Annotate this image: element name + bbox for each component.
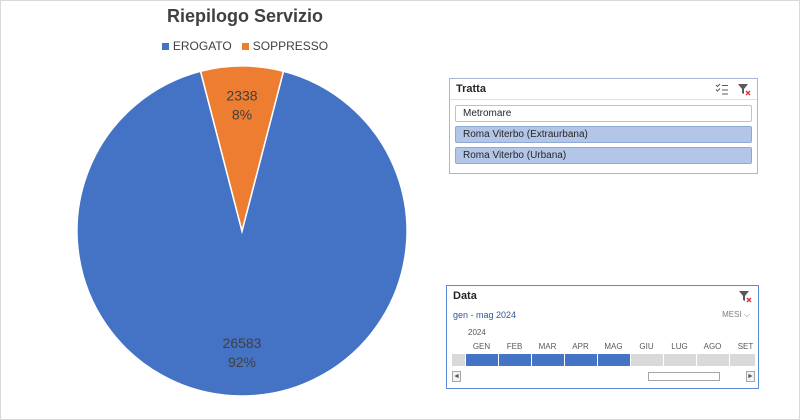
timeline-month-label-feb: FEB [506, 342, 523, 351]
legend-item-erogato: EROGATO [161, 39, 232, 53]
timeline-data-header: Data [447, 286, 758, 306]
pie-slice-soppresso [199, 65, 285, 234]
timeline-range-label: gen - mag 2024 [453, 310, 517, 320]
slicer-item-roma-viterbo-urbana[interactable]: Roma Viterbo (Urbana) [455, 147, 752, 164]
timeline-cell-giu[interactable] [631, 354, 664, 366]
slicer-tratta-list: Metromare Roma Viterbo (Extraurbana) Rom… [450, 100, 757, 164]
slicer-tratta: Tratta Metromare Roma Viterbo (Extraurba… [449, 78, 758, 174]
timeline-cell-mar[interactable] [532, 354, 565, 366]
chevron-down-icon: ⌵ [743, 310, 750, 319]
multi-select-icon[interactable] [715, 82, 729, 96]
clear-filter-icon[interactable] [737, 82, 751, 96]
chart-legend: EROGATO SOPPRESSO [0, 39, 490, 53]
pie-value-label-erogato: 26583 [223, 335, 262, 351]
timeline-data: Data gen - mag 2024 MESI ⌵ 2024 GEN FEB MA… [446, 285, 759, 389]
timeline-level-select[interactable]: MESI ⌵ [722, 310, 750, 320]
slicer-tratta-title: Tratta [456, 83, 486, 95]
legend-label-soppresso: SOPPRESSO [252, 39, 329, 53]
timeline-month-label-ago: AGO [703, 342, 722, 351]
clear-filter-icon[interactable] [738, 289, 752, 303]
slicer-tratta-header: Tratta [450, 79, 757, 100]
timeline-month-label-apr: APR [572, 342, 589, 351]
timeline-cell-mag[interactable] [598, 354, 631, 366]
timeline-cell-apr[interactable] [565, 354, 598, 366]
timeline-bar[interactable] [452, 354, 755, 366]
timeline-month-label-gen: GEN [472, 342, 491, 351]
chart-title: Riepilogo Servizio [166, 6, 324, 26]
legend-item-soppresso: SOPPRESSO [241, 39, 329, 53]
timeline-month-label-giu: GIU [639, 342, 654, 351]
pie-percent-label-erogato: 92% [228, 354, 256, 370]
timeline-month-label-lug: LUG [671, 342, 688, 351]
slicer-item-metromare[interactable]: Metromare [455, 105, 752, 122]
slicer-tratta-icons [715, 82, 751, 96]
timeline-cell-ago[interactable] [697, 354, 730, 366]
pie-value-label-soppresso: 2338 [226, 87, 257, 103]
timeline-cell-lug[interactable] [664, 354, 697, 366]
timeline-scrollbar[interactable]: ◄ ► [452, 371, 755, 382]
slicer-item-roma-viterbo-extraurbana[interactable]: Roma Viterbo (Extraurbana) [455, 126, 752, 143]
timeline-year: 2024 [468, 328, 486, 337]
legend-label-erogato: EROGATO [172, 39, 232, 53]
timeline-month-label-mag: MAG [604, 342, 623, 351]
timeline-data-title: Data [453, 290, 477, 302]
scroll-thumb[interactable] [648, 372, 720, 381]
legend-swatch-soppresso [241, 42, 249, 50]
timeline-month-label-set: SET [737, 342, 754, 351]
pie-chart: 26583 92% 2338 8% [76, 65, 408, 397]
scroll-right-icon[interactable]: ► [746, 371, 755, 382]
timeline-cell-set[interactable] [730, 354, 755, 366]
timeline-level-label: MESI [722, 310, 742, 319]
pie-percent-label-soppresso: 8% [232, 106, 252, 122]
timeline-cell-feb[interactable] [499, 354, 532, 366]
timeline-cell-gen[interactable] [466, 354, 499, 366]
legend-swatch-erogato [161, 42, 169, 50]
timeline-month-label-mar: MAR [538, 342, 557, 351]
timeline-cell-prev[interactable] [452, 354, 466, 366]
scroll-left-icon[interactable]: ◄ [452, 371, 461, 382]
